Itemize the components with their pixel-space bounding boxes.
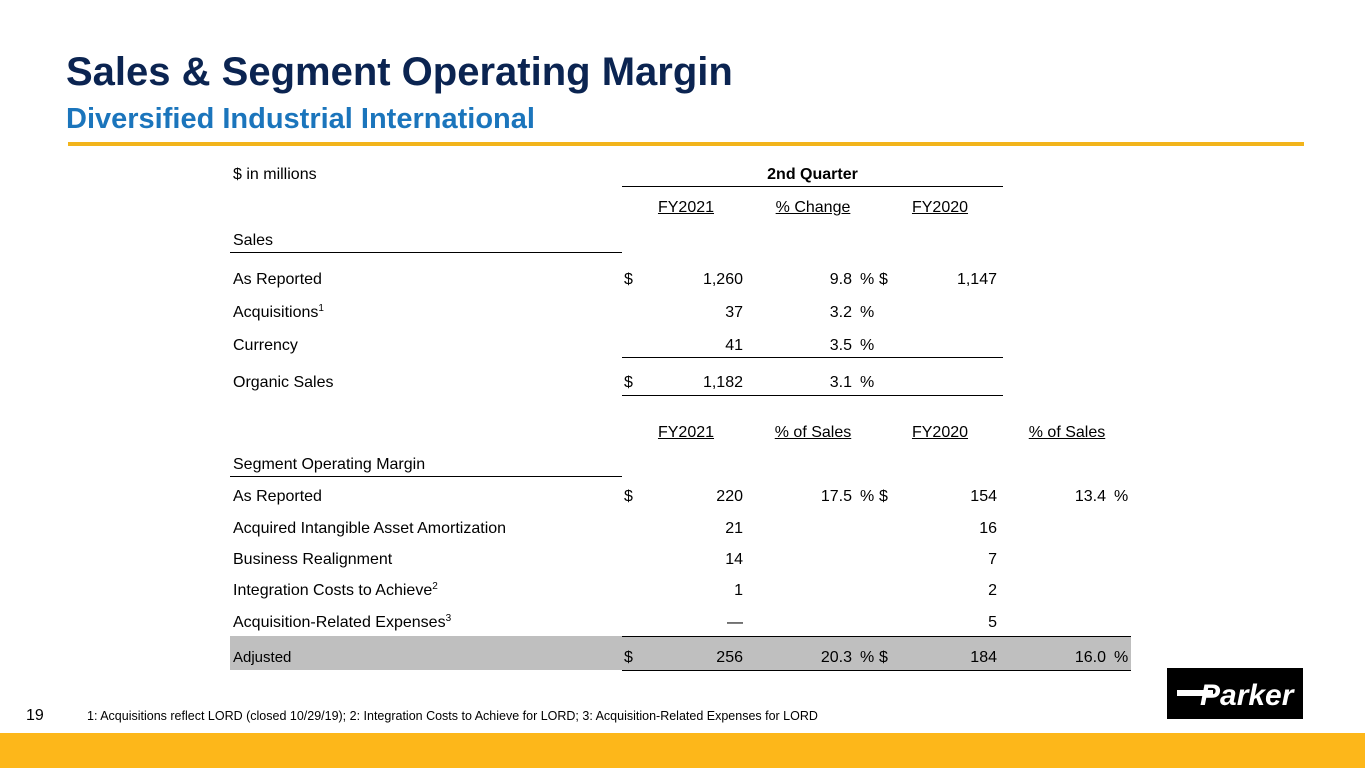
row-label: Business Realignment bbox=[233, 551, 393, 568]
sales-section-rule bbox=[230, 252, 622, 253]
period-header-rule bbox=[622, 186, 1003, 187]
fy2021-value: 14 bbox=[725, 551, 743, 568]
pct-sign: % bbox=[860, 304, 875, 321]
fy2020-value: 16 bbox=[979, 520, 997, 537]
pct-of-sales-value: 20.3 bbox=[820, 649, 852, 666]
pct-sign: % bbox=[860, 374, 875, 391]
fy2020-value: 184 bbox=[970, 649, 997, 666]
page-number: 19 bbox=[26, 707, 44, 724]
adjusted-top-rule bbox=[622, 636, 1131, 637]
footnote: 1: Acquisitions reflect LORD (closed 10/… bbox=[87, 709, 818, 723]
row-label: As Reported bbox=[233, 488, 322, 505]
col-pct-of-sales: % of Sales bbox=[1028, 424, 1106, 441]
page-title: Sales & Segment Operating Margin bbox=[66, 50, 733, 94]
fy2021-value: 1,260 bbox=[702, 271, 743, 288]
pct-change-value: 9.8 bbox=[829, 271, 852, 288]
pct-sign: % bbox=[860, 488, 875, 505]
row-label: Acquired Intangible Asset Amortization bbox=[233, 520, 507, 537]
margin-section-label: Segment Operating Margin bbox=[233, 456, 426, 473]
parker-logo-icon: Parker bbox=[1167, 668, 1303, 719]
logo-wordmark: Parker bbox=[1200, 679, 1296, 712]
title-divider bbox=[68, 142, 1304, 146]
row-label: Currency bbox=[233, 337, 298, 354]
footer-bar bbox=[0, 733, 1365, 768]
fy2021-value: 220 bbox=[716, 488, 743, 505]
col-fy2020: FY2020 bbox=[911, 199, 969, 216]
dollar-sign: $ bbox=[624, 374, 633, 391]
fy2020-value: 5 bbox=[988, 614, 997, 631]
col-fy2021: FY2021 bbox=[657, 199, 715, 216]
row-label: As Reported bbox=[233, 271, 322, 288]
row-label: Integration Costs to Achieve2 bbox=[233, 581, 438, 600]
col-pct-of-sales: % of Sales bbox=[774, 424, 852, 441]
dollar-sign: $ bbox=[879, 271, 888, 288]
adjusted-bottom-rule bbox=[622, 670, 1131, 671]
fy2021-value: 21 bbox=[725, 520, 743, 537]
fy2021-value: 37 bbox=[725, 304, 743, 321]
dollar-sign: $ bbox=[624, 488, 633, 505]
sales-section-label: Sales bbox=[233, 232, 274, 249]
total-rule bbox=[622, 395, 1003, 396]
fy2021-value: — bbox=[727, 614, 743, 631]
dollar-sign: $ bbox=[879, 649, 888, 666]
pct-change-value: 3.2 bbox=[829, 304, 852, 321]
pct-sign: % bbox=[860, 649, 875, 666]
dollar-sign: $ bbox=[879, 488, 888, 505]
row-label: Acquisition-Related Expenses3 bbox=[233, 613, 452, 632]
row-label: Organic Sales bbox=[233, 374, 334, 391]
dollar-sign: $ bbox=[624, 271, 633, 288]
pct-sign: % bbox=[1114, 488, 1129, 505]
units-label: $ in millions bbox=[233, 166, 317, 183]
adjusted-row-highlight bbox=[230, 636, 1131, 670]
row-label: Adjusted bbox=[233, 649, 292, 666]
fy2021-value: 1,182 bbox=[702, 374, 743, 391]
col-fy2021: FY2021 bbox=[657, 424, 715, 441]
pct-of-sales-value: 17.5 bbox=[820, 488, 852, 505]
fy2020-value: 154 bbox=[970, 488, 997, 505]
fy2020-value: 2 bbox=[988, 582, 997, 599]
pct-sign: % bbox=[1114, 649, 1129, 666]
col-fy2020: FY2020 bbox=[911, 424, 969, 441]
fy2021-value: 256 bbox=[716, 649, 743, 666]
page-subtitle: Diversified Industrial International bbox=[66, 103, 535, 135]
pct-of-sales-value: 13.4 bbox=[1074, 488, 1106, 505]
col-pct-change: % Change bbox=[775, 199, 851, 216]
margin-section-rule bbox=[230, 476, 622, 477]
pct-of-sales-value: 16.0 bbox=[1074, 649, 1106, 666]
pct-change-value: 3.5 bbox=[829, 337, 852, 354]
pct-sign: % bbox=[860, 271, 875, 288]
subtotal-rule bbox=[622, 357, 1003, 358]
parker-logo-graphic: Parker bbox=[1167, 668, 1303, 719]
fy2021-value: 41 bbox=[725, 337, 743, 354]
pct-change-value: 3.1 bbox=[829, 374, 852, 391]
fy2020-value: 7 bbox=[988, 551, 997, 568]
pct-sign: % bbox=[860, 337, 875, 354]
row-label: Acquisitions1 bbox=[233, 303, 324, 322]
period-header: 2nd Quarter bbox=[767, 166, 858, 183]
fy2021-value: 1 bbox=[734, 582, 743, 599]
fy2020-value: 1,147 bbox=[956, 271, 997, 288]
dollar-sign: $ bbox=[624, 649, 633, 666]
